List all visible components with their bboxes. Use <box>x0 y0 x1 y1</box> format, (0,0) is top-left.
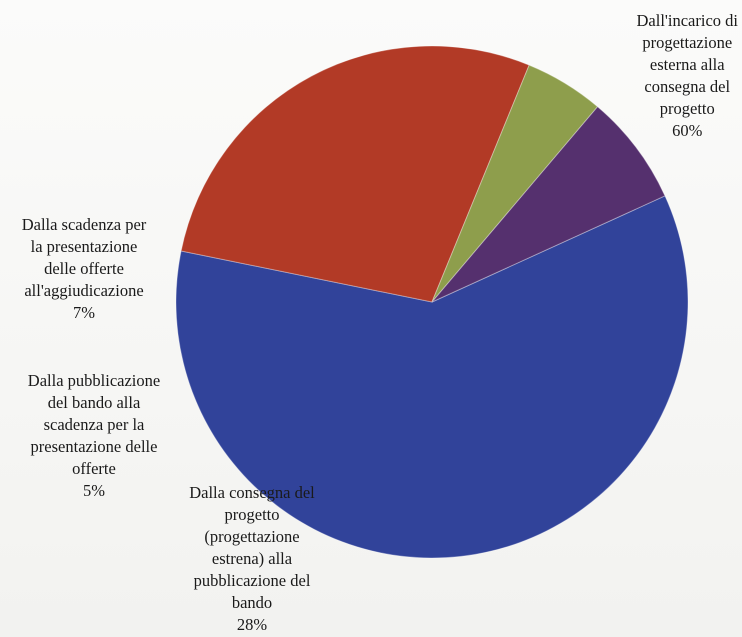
slice-label-pubblicazione-pct: 5% <box>83 481 105 500</box>
slice-label-incarico-name: Dall'incarico di progettazione esterna a… <box>636 11 738 118</box>
slice-label-consegna-name: Dalla consegna del progetto (progettazio… <box>189 483 315 612</box>
pie-slice-consegna <box>180 45 530 303</box>
pie-slice-incarico <box>175 195 689 559</box>
slice-label-scadenza-pct: 7% <box>73 303 95 322</box>
slice-label-consegna-pct: 28% <box>236 615 268 634</box>
slice-label-incarico: Dall'incarico di progettazione esterna a… <box>637 10 738 142</box>
pie-slice-pubblicazione <box>431 64 599 303</box>
pie-slice-scadenza <box>431 106 666 303</box>
slice-label-scadenza-name: Dalla scadenza per la presentazione dell… <box>21 215 147 300</box>
slice-label-pubblicazione: Dalla pubblicazione del bando alla scade… <box>8 370 180 502</box>
slice-label-scadenza: Dalla scadenza per la presentazione dell… <box>4 214 164 324</box>
slice-label-consegna: Dalla consegna del progetto (progettazio… <box>172 482 332 636</box>
slice-label-pubblicazione-name: Dalla pubblicazione del bando alla scade… <box>27 371 161 478</box>
slice-label-incarico-pct: 60% <box>672 121 703 140</box>
